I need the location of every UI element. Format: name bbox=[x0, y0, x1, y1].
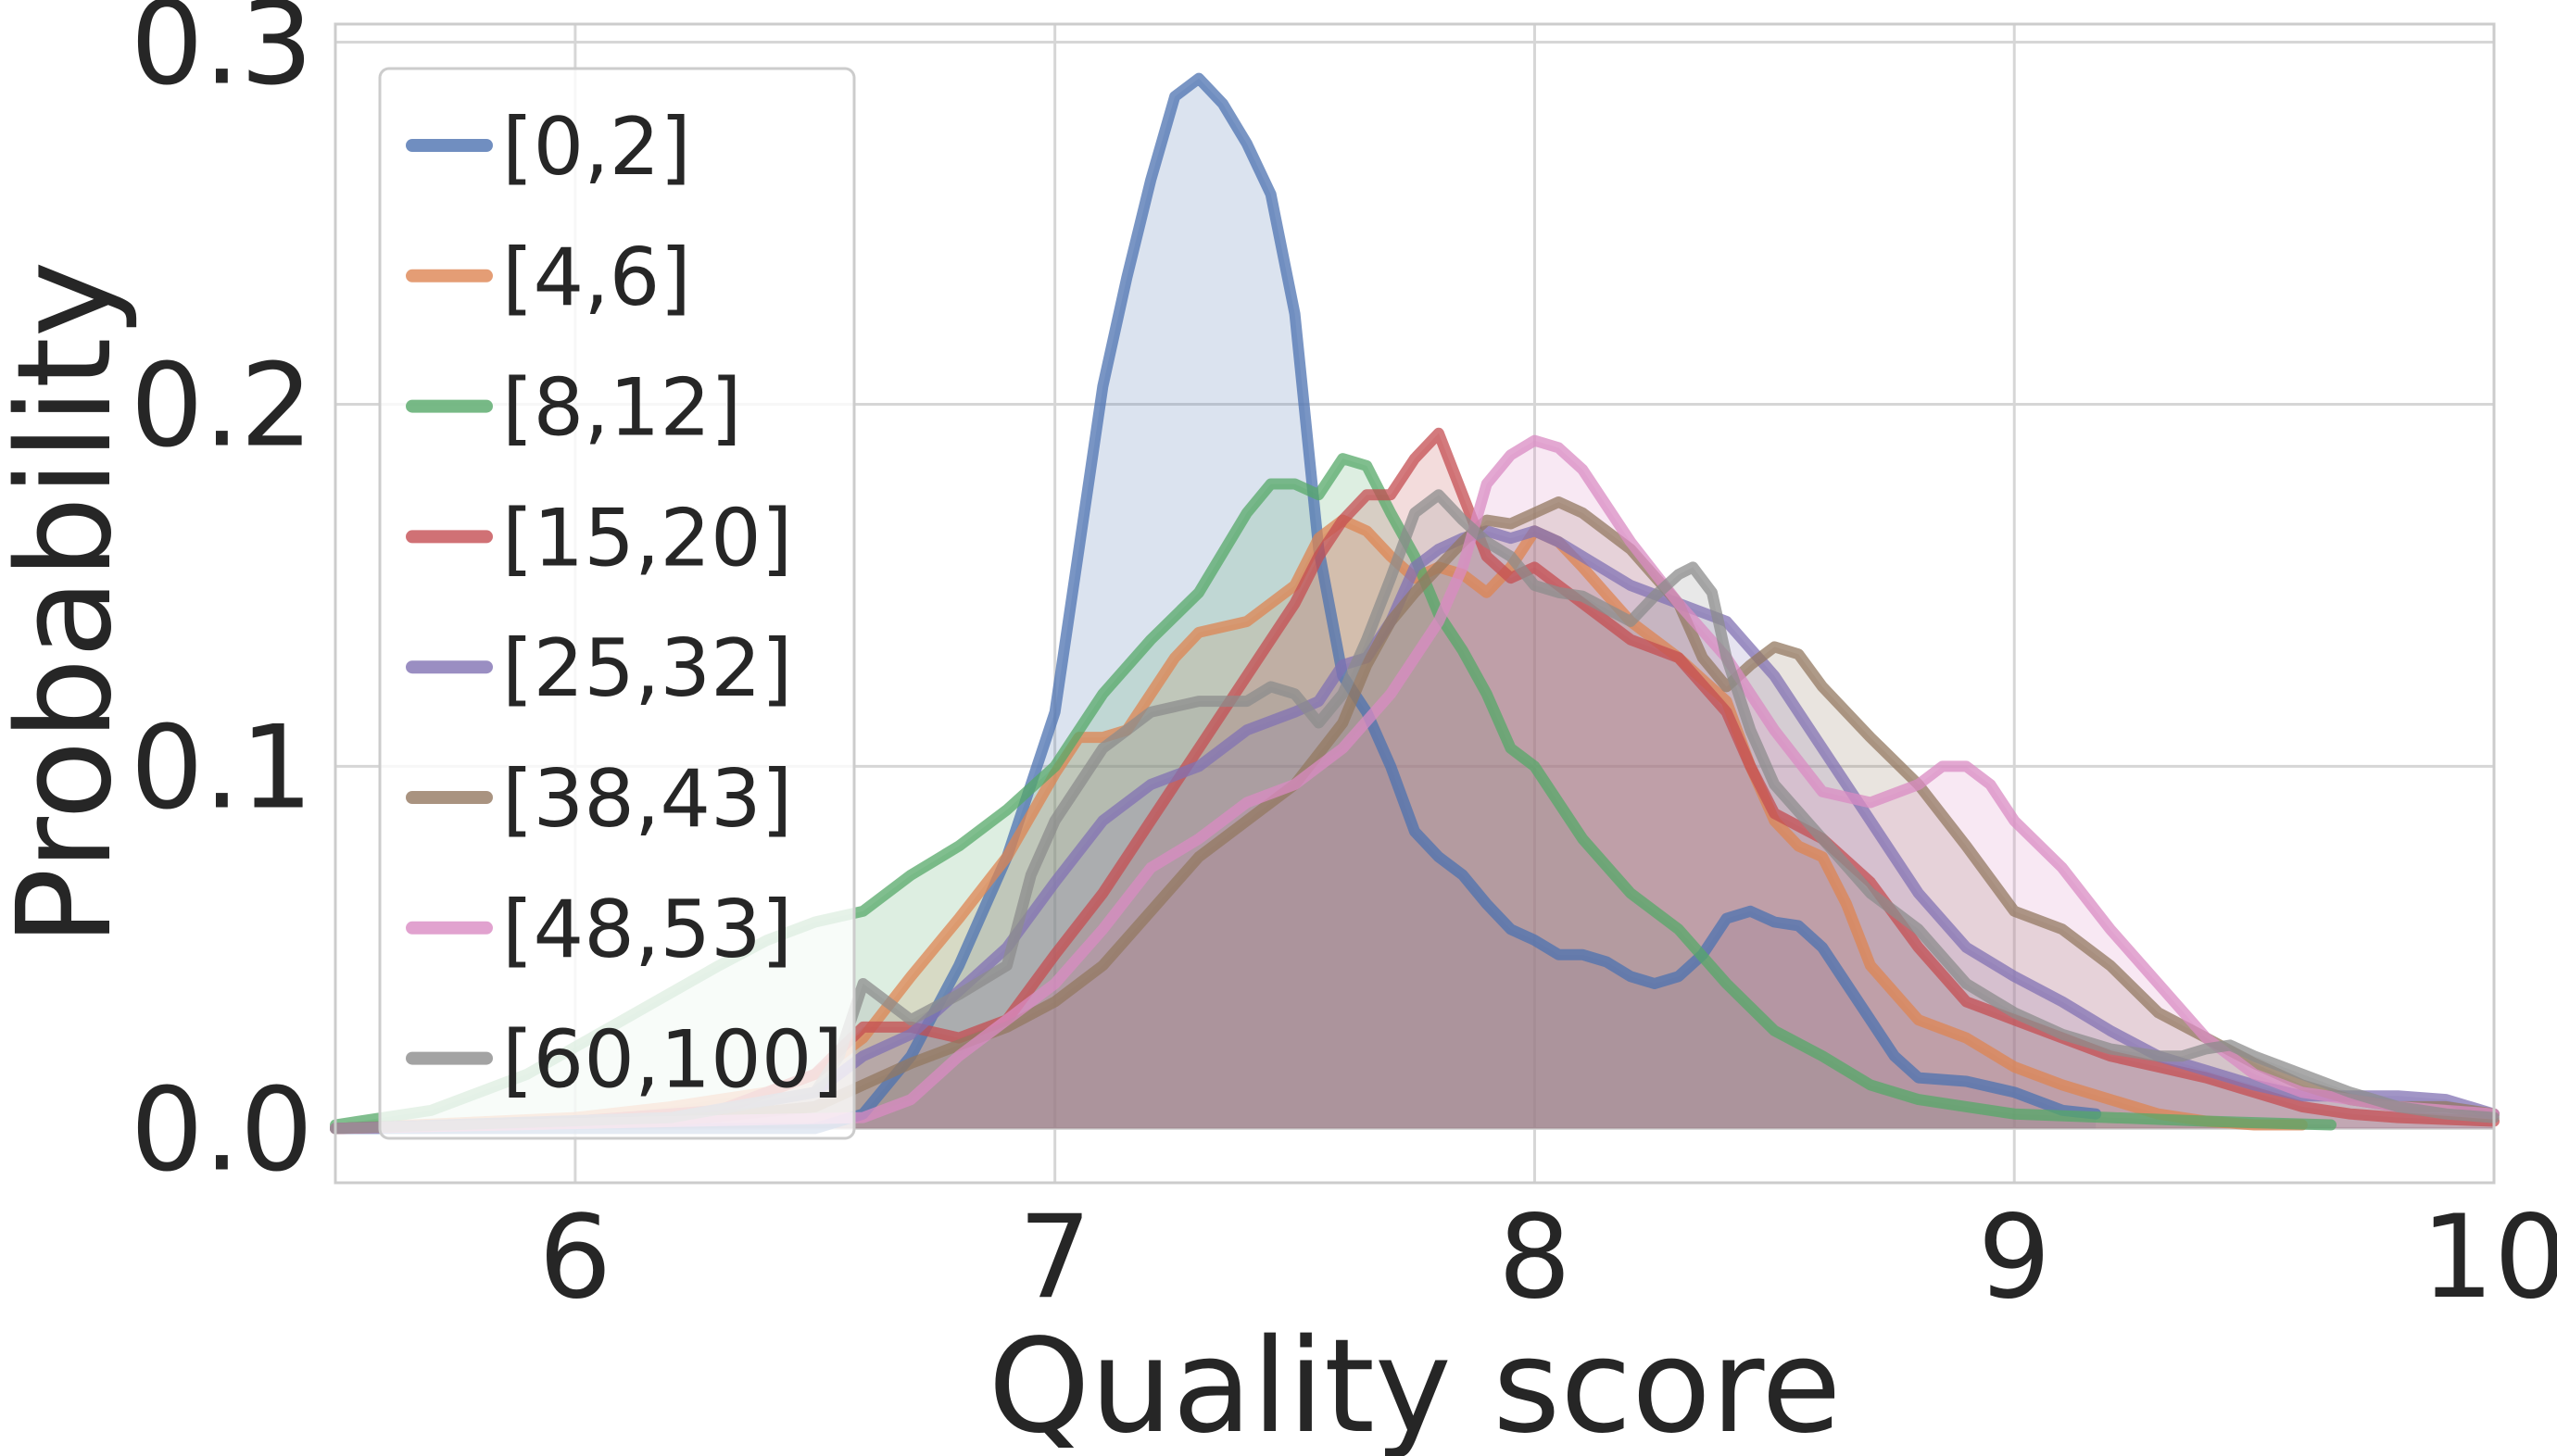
series-area bbox=[335, 495, 2494, 1129]
legend-box bbox=[378, 67, 856, 1140]
series-area bbox=[335, 440, 2494, 1129]
legend-item: [38,43] bbox=[406, 753, 792, 846]
y-tick-label: 0.1 bbox=[131, 701, 313, 835]
x-axis-label: Quality score bbox=[989, 1312, 1842, 1456]
legend-label: [60,100] bbox=[502, 1014, 843, 1107]
series-area bbox=[335, 433, 2494, 1129]
series-line bbox=[330, 489, 2500, 1135]
series-area bbox=[335, 520, 2302, 1129]
series-line bbox=[330, 434, 2500, 1135]
legend-item: [15,20] bbox=[406, 492, 792, 584]
x-tick-label: 8 bbox=[1498, 1191, 1571, 1324]
legend-label: [38,43] bbox=[502, 753, 792, 846]
legend-item: [60,100] bbox=[406, 1014, 843, 1107]
legend-label: [25,32] bbox=[502, 622, 792, 715]
series-line bbox=[330, 496, 2500, 1135]
y-tick-label: 0.0 bbox=[131, 1063, 313, 1197]
legend-label: [48,53] bbox=[502, 884, 792, 976]
legend-item: [0,2] bbox=[406, 101, 691, 194]
legend: [0,2] [4,6] [8,12] [15,20] [25,32] [38,43] [48… bbox=[378, 67, 856, 1140]
legend-label: [4,6] bbox=[502, 232, 691, 324]
legend-items: [0,2] [4,6] [8,12] [15,20] [25,32] [38,43] [48… bbox=[406, 101, 843, 1107]
legend-label: [0,2] bbox=[502, 101, 691, 194]
y-axis-label: Probability bbox=[0, 260, 141, 946]
x-tick-label: 7 bbox=[1018, 1191, 1091, 1324]
x-tick-label: 6 bbox=[538, 1191, 611, 1324]
legend-label: [8,12] bbox=[502, 362, 742, 455]
legend-label: [15,20] bbox=[502, 492, 792, 584]
plot-frame bbox=[334, 22, 2496, 1185]
series-line bbox=[330, 72, 2102, 1135]
y-tick-label: 0.3 bbox=[131, 0, 313, 111]
legend-item: [8,12] bbox=[406, 362, 742, 455]
y-tick-label: 0.2 bbox=[131, 339, 313, 472]
legend-item: [48,53] bbox=[406, 884, 792, 976]
x-tick-label: 10 bbox=[2421, 1191, 2557, 1324]
series-line bbox=[330, 427, 2500, 1135]
legend-item: [25,32] bbox=[406, 622, 792, 715]
series-lines bbox=[330, 72, 2500, 1135]
tick-labels: 6 7 8 9 10 0.0 0.1 0.2 0.3 bbox=[131, 0, 2557, 1324]
series-area bbox=[335, 78, 2097, 1129]
x-tick-label: 9 bbox=[1978, 1191, 2051, 1324]
legend-item: [4,6] bbox=[406, 232, 691, 324]
